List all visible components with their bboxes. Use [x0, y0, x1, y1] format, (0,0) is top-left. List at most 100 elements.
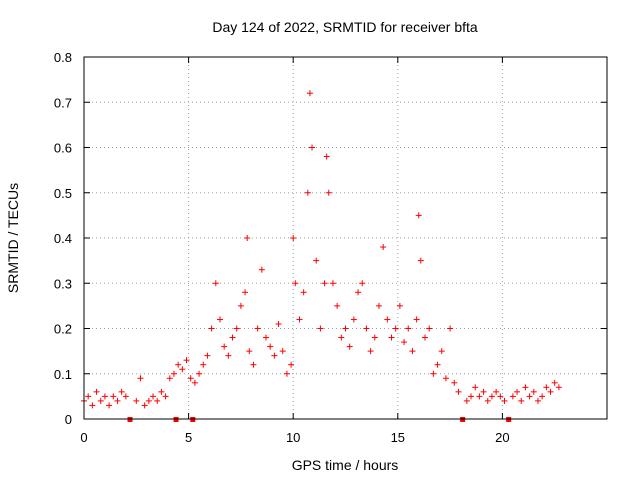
data-point [555, 384, 562, 391]
data-point [258, 266, 265, 273]
data-point [317, 325, 324, 332]
data-point [221, 343, 228, 350]
data-point [442, 375, 449, 382]
data-point [263, 334, 270, 341]
data-point [229, 334, 236, 341]
data-point [323, 153, 330, 160]
data-point [472, 384, 479, 391]
data-point [101, 393, 108, 400]
data-point [359, 280, 366, 287]
data-point [342, 325, 349, 332]
data-point [493, 388, 500, 395]
data-point [212, 280, 219, 287]
data-point [179, 366, 186, 373]
x-axis-label: GPS time / hours [292, 457, 399, 473]
data-point [526, 393, 533, 400]
data-point [480, 388, 487, 395]
data-point [455, 388, 462, 395]
data-point [350, 316, 357, 323]
data-point [275, 320, 282, 327]
data-point [242, 289, 249, 296]
data-point [141, 402, 148, 409]
data-point [170, 370, 177, 377]
y-axis-label: SRMTID / TECUs [5, 183, 21, 293]
x-tick-label: 10 [286, 430, 300, 445]
data-point [539, 393, 546, 400]
y-tick-label: 0.8 [54, 50, 72, 65]
data-point [225, 352, 232, 359]
data-point [237, 302, 244, 309]
data-point [438, 348, 445, 355]
data-point [154, 397, 161, 404]
data-point [338, 334, 345, 341]
data-point [534, 397, 541, 404]
data-point [200, 361, 207, 368]
data-point [304, 189, 311, 196]
data-point [306, 90, 313, 97]
data-point [501, 397, 508, 404]
y-tick-label: 0.2 [54, 322, 72, 337]
data-point [85, 393, 92, 400]
data-point [292, 280, 299, 287]
data-point [166, 375, 173, 382]
x-tick-label: 5 [185, 430, 192, 445]
y-tick-label: 0.3 [54, 276, 72, 291]
data-point [430, 370, 437, 377]
data-point [334, 302, 341, 309]
data-point [145, 397, 152, 404]
data-point [106, 402, 113, 409]
data-point [250, 361, 257, 368]
data-point [355, 289, 362, 296]
data-point [89, 402, 96, 409]
data-point [484, 397, 491, 404]
data-point [401, 339, 408, 346]
data-point [133, 397, 140, 404]
data-point [392, 325, 399, 332]
data-point [421, 334, 428, 341]
data-point [371, 334, 378, 341]
data-point [476, 393, 483, 400]
data-point [271, 352, 278, 359]
data-point [216, 316, 223, 323]
data-point [468, 393, 475, 400]
data-point [244, 235, 251, 241]
data-point [290, 235, 297, 241]
y-tick-label: 0.1 [54, 367, 72, 382]
data-point [551, 379, 558, 386]
x-tick-label: 0 [80, 430, 87, 445]
x-tick-labels: 0 5 10 15 20 [80, 430, 509, 445]
data-point [309, 144, 316, 151]
data-point [413, 316, 420, 323]
data-point [514, 388, 521, 395]
data-point [93, 388, 100, 395]
data-point [380, 244, 387, 251]
data-point [254, 325, 261, 332]
y-tick-label: 0.4 [54, 231, 72, 246]
data-point [137, 375, 144, 382]
y-tick-label: 0.7 [54, 95, 72, 110]
data-point [110, 393, 117, 400]
data-point [267, 343, 274, 350]
data-point [158, 388, 165, 395]
data-point [434, 361, 441, 368]
data-point [191, 379, 198, 386]
data-point [114, 397, 121, 404]
data-point [296, 316, 303, 323]
data-point [300, 289, 307, 296]
data-point [233, 325, 240, 332]
data-point [447, 325, 454, 332]
data-point [367, 348, 374, 355]
data-point [522, 384, 529, 391]
data-point [346, 343, 353, 350]
data-point [175, 361, 182, 368]
data-point [409, 348, 416, 355]
data-point [363, 325, 370, 332]
y-tick-labels: 0 0.1 0.2 0.3 0.4 0.5 0.6 0.7 0.8 [54, 50, 72, 427]
data-point [246, 348, 253, 355]
data-point [415, 212, 422, 219]
x-tick-label: 20 [495, 430, 509, 445]
data-point [497, 393, 504, 400]
data-point [530, 388, 537, 395]
data-point [208, 325, 215, 332]
